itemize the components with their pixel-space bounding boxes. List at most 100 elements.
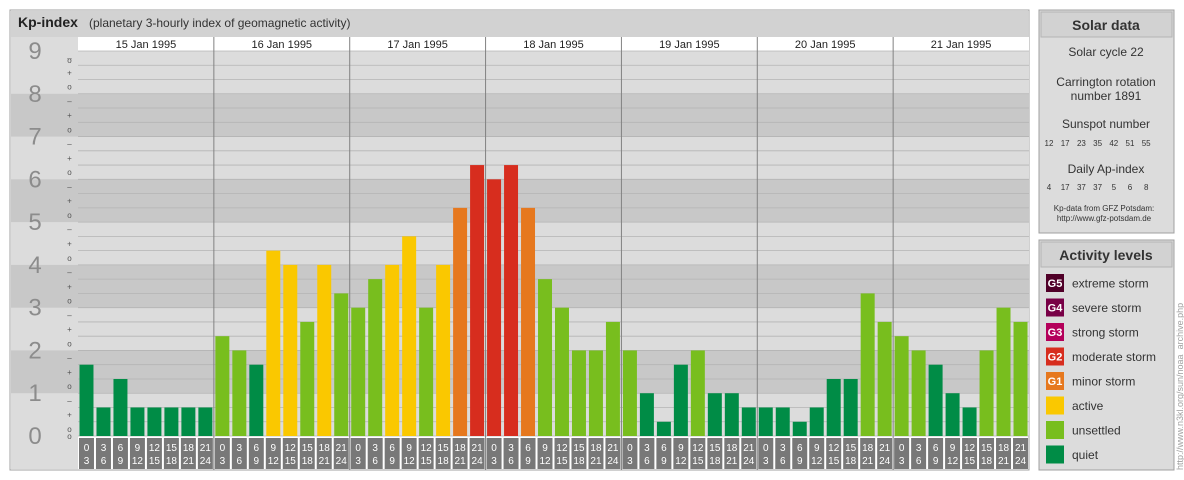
sub-tick-label: + xyxy=(67,282,72,291)
interval-end-label: 3 xyxy=(220,456,226,467)
chart-header xyxy=(11,11,1028,37)
sub-tick-label: + xyxy=(67,411,72,420)
interval-end-label: 6 xyxy=(101,456,107,467)
legend-swatch xyxy=(1046,274,1064,292)
interval-cell xyxy=(962,438,978,469)
interval-start-label: 0 xyxy=(355,443,361,454)
ap-value: 37 xyxy=(1077,183,1086,192)
interval-end-label: 9 xyxy=(254,456,260,467)
kp-bar xyxy=(588,350,603,436)
kp-bar xyxy=(266,250,281,436)
interval-end-label: 15 xyxy=(421,456,433,467)
interval-cell xyxy=(367,438,383,469)
legend-label: active xyxy=(1072,399,1104,413)
data-source-url: http://www.gfz-potsdam.de xyxy=(1057,214,1152,223)
interval-end-label: 24 xyxy=(336,456,348,467)
interval-start-label: 21 xyxy=(472,443,484,454)
interval-cell xyxy=(571,438,587,469)
interval-end-label: 15 xyxy=(828,456,840,467)
interval-cell xyxy=(724,438,740,469)
interval-start-label: 21 xyxy=(200,443,212,454)
interval-cell xyxy=(197,438,213,469)
interval-end-label: 6 xyxy=(916,456,922,467)
interval-cell xyxy=(843,438,859,469)
interval-start-label: 0 xyxy=(220,443,226,454)
kp-bar xyxy=(792,421,807,436)
sub-tick-label: – xyxy=(67,97,72,106)
kp-bar xyxy=(758,407,773,436)
kp-bar xyxy=(181,407,196,436)
ap-value: 17 xyxy=(1061,183,1070,192)
interval-end-label: 6 xyxy=(372,456,378,467)
interval-end-label: 3 xyxy=(627,456,633,467)
interval-cell xyxy=(809,438,825,469)
y-tick-label: 9 xyxy=(28,38,41,65)
legend-badge: G3 xyxy=(1048,327,1063,339)
day-label: 19 Jan 1995 xyxy=(659,39,720,51)
interval-cell xyxy=(979,438,995,469)
interval-cell xyxy=(384,438,400,469)
legend-swatch xyxy=(1046,396,1064,415)
kp-bar xyxy=(571,350,586,436)
interval-cell xyxy=(469,438,485,469)
sub-tick-label: o xyxy=(67,297,72,306)
sunspot-label: Sunspot number xyxy=(1062,117,1150,131)
kp-bar xyxy=(487,179,502,437)
y-tick-label: 3 xyxy=(28,295,41,322)
page-subtitle: (planetary 3-hourly index of geomagnetic… xyxy=(89,16,350,30)
legend-swatch xyxy=(1046,323,1064,341)
interval-end-label: 15 xyxy=(285,456,297,467)
interval-cell xyxy=(146,438,162,469)
sub-tick-label: – xyxy=(67,182,72,191)
interval-start-label: 18 xyxy=(998,443,1010,454)
kp-bar xyxy=(928,364,943,436)
y-tick-label: 7 xyxy=(28,124,41,151)
interval-cell xyxy=(435,438,451,469)
kp-bar xyxy=(979,350,994,436)
kp-bar xyxy=(775,407,790,436)
interval-cell xyxy=(911,438,927,469)
kp-bar xyxy=(911,350,926,436)
interval-cell xyxy=(894,438,910,469)
interval-start-label: 18 xyxy=(590,443,602,454)
kp-bar xyxy=(826,378,841,436)
interval-cell xyxy=(214,438,230,469)
kp-bar xyxy=(300,321,315,436)
interval-start-label: 6 xyxy=(933,443,939,454)
interval-end-label: 15 xyxy=(149,456,161,467)
interval-end-label: 21 xyxy=(862,456,874,467)
solar-panel xyxy=(1038,9,1175,234)
kp-bar xyxy=(538,279,552,436)
y-tick-label: 6 xyxy=(28,166,41,193)
ap-index-label: Daily Ap-index xyxy=(1068,162,1145,176)
interval-start-label: 15 xyxy=(709,443,721,454)
interval-end-label: 21 xyxy=(726,456,738,467)
interval-start-label: 9 xyxy=(950,443,956,454)
day-header-row xyxy=(78,37,1029,51)
kp-bar xyxy=(232,350,247,436)
interval-start-label: 12 xyxy=(149,443,161,454)
legend-label: moderate storm xyxy=(1072,350,1156,364)
sub-tick-label: o xyxy=(67,432,72,441)
kp-bar xyxy=(215,336,230,436)
kp-bar xyxy=(113,378,128,436)
interval-end-label: 24 xyxy=(200,456,212,467)
ap-value: 4 xyxy=(1047,183,1052,192)
y-tick-label: 5 xyxy=(28,209,41,236)
interval-start-label: 15 xyxy=(845,443,857,454)
interval-cell xyxy=(690,438,706,469)
kp-bar xyxy=(555,307,569,436)
interval-cell xyxy=(265,438,281,469)
interval-end-label: 12 xyxy=(811,456,823,467)
interval-cell xyxy=(163,438,179,469)
interval-end-label: 12 xyxy=(947,456,959,467)
interval-start-label: 21 xyxy=(879,443,891,454)
kp-bar xyxy=(521,207,536,436)
interval-start-label: 15 xyxy=(438,443,450,454)
kp-bar xyxy=(605,321,620,436)
day-label: 21 Jan 1995 xyxy=(931,39,992,51)
interval-start-label: 9 xyxy=(814,443,820,454)
sub-tick-label: o xyxy=(67,83,72,92)
interval-cell xyxy=(945,438,961,469)
